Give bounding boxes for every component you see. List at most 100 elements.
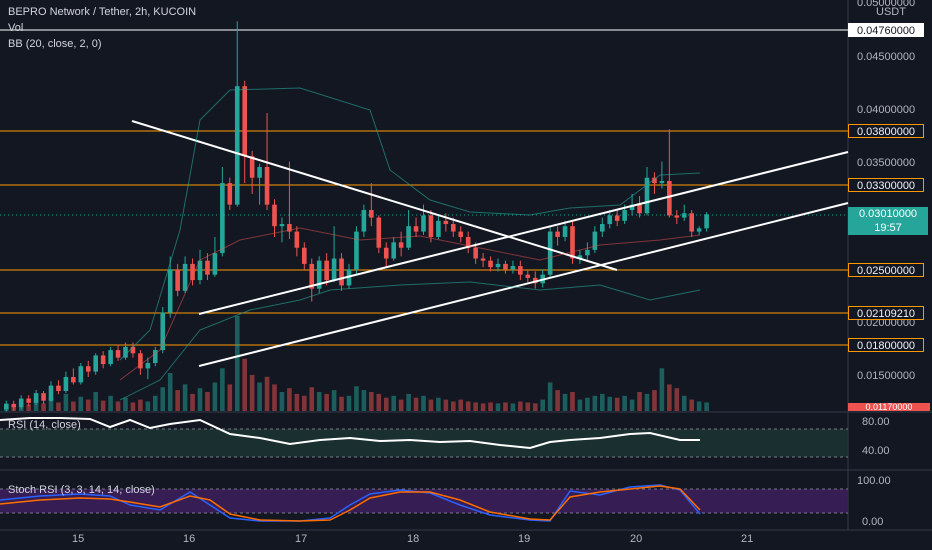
volume-bar [674, 388, 680, 411]
stoch-tick: 0.00 [862, 516, 884, 528]
candle-body [324, 260, 329, 281]
candle-body [637, 204, 642, 214]
volume-bar [547, 382, 553, 411]
candle-body [242, 86, 247, 157]
candle-body [160, 312, 166, 351]
bb-basis [119, 227, 701, 381]
volume-bar [510, 403, 516, 411]
volume-bar [600, 393, 605, 411]
candle-body [555, 231, 560, 237]
candle-body [458, 231, 464, 237]
volume-bar [421, 395, 426, 411]
volume-bar [562, 393, 568, 411]
volume-bar [540, 399, 545, 411]
volume-bar [339, 396, 344, 411]
volume-bar [63, 393, 69, 411]
volume-bar [451, 401, 456, 411]
volume-bar [130, 402, 136, 411]
time-tick: 16 [183, 533, 196, 545]
volume-bar [555, 390, 560, 411]
current-price: 0.03010000 [858, 208, 918, 220]
candle-body [302, 247, 307, 264]
volume-bar [585, 397, 590, 411]
volume-bar [220, 368, 225, 411]
stoch-rsi-label[interactable]: Stoch RSI (3, 3, 14, 14, close) [8, 484, 155, 496]
candle-body [361, 210, 367, 232]
volume-bar [249, 374, 255, 411]
candle-body [600, 224, 605, 232]
candle-body [48, 385, 54, 401]
level-label[interactable]: 0.03800000 [848, 124, 924, 138]
candle-body [451, 224, 456, 232]
volume-bar [488, 402, 493, 411]
candle-body [167, 269, 173, 313]
candle-body [428, 215, 434, 237]
candle-body [287, 224, 292, 232]
candle-body [130, 346, 136, 354]
stoch-k [0, 484, 701, 522]
candle-body [518, 266, 523, 275]
volume-bar [681, 395, 687, 411]
volume-bar [436, 397, 441, 411]
candle-body [495, 263, 501, 268]
candle-body [413, 226, 419, 232]
candle-body [652, 177, 657, 184]
rsi-label[interactable]: RSI (14, close) [8, 419, 81, 431]
volume-bar [41, 403, 46, 411]
candle-body [63, 377, 69, 392]
volume-bar [704, 402, 709, 411]
level-label[interactable]: 0.04760000 [848, 23, 924, 37]
rsi-line [0, 417, 700, 450]
candle-body [26, 398, 31, 403]
level-label[interactable]: 0.03300000 [848, 178, 924, 192]
level-label[interactable]: 0.01800000 [848, 338, 924, 352]
candle-body [339, 258, 344, 286]
price-tick: 0.01500000 [857, 370, 916, 382]
price-tick: 0.04000000 [857, 104, 916, 116]
volume-bar [279, 392, 285, 411]
volume-bar [614, 397, 620, 411]
volume-bar [93, 392, 98, 411]
volume-bar [26, 404, 31, 411]
candle-body [108, 350, 113, 365]
volume-bar [309, 387, 315, 411]
volume-bar [160, 387, 166, 411]
volume-bar [331, 390, 337, 411]
candle-body [78, 366, 84, 383]
volume-bar [18, 401, 24, 411]
candle-body [592, 231, 598, 250]
volume-bar [495, 403, 501, 411]
candle-body [562, 226, 568, 237]
volume-bar [644, 393, 650, 411]
stoch-tick: 100.00 [857, 475, 891, 487]
bb-indicator-label[interactable]: BB (20, close, 2, 0) [8, 38, 102, 50]
volume-bar [622, 395, 627, 411]
candle-body [220, 183, 225, 254]
symbol-title[interactable]: BEPRO Network / Tether, 2h, KUCOIN [8, 6, 197, 18]
candle-body [480, 258, 486, 261]
volume-bar [100, 400, 106, 411]
volume-bar [167, 373, 173, 411]
bar-countdown: 19:57 [874, 222, 902, 234]
level-label[interactable]: 0.02500000 [848, 263, 924, 277]
candle-body [622, 210, 627, 221]
candle-body [681, 213, 687, 218]
volume-bar [197, 388, 203, 411]
candle-body [547, 231, 553, 275]
volume-bar [592, 395, 598, 411]
volume-bar [316, 392, 322, 411]
volume-bar [659, 368, 665, 411]
volume-bar [473, 402, 478, 411]
candle-body [56, 385, 61, 392]
volume-bar [346, 395, 352, 411]
volume-bar [428, 399, 434, 411]
volume-bar [287, 388, 292, 411]
vol-indicator-label[interactable]: Vol [8, 22, 24, 34]
level-label[interactable]: 0.02109210 [848, 306, 924, 320]
time-tick: 15 [72, 533, 85, 545]
rsi-tick: 80.00 [862, 416, 890, 428]
volume-bar [272, 384, 277, 411]
volume-bar [212, 382, 218, 411]
